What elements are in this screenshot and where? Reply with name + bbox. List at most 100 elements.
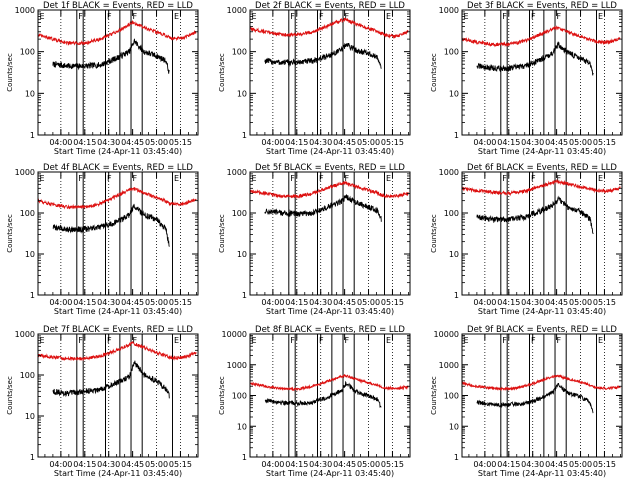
x-tick-label: 04:45 [545, 138, 568, 147]
x-tick-label: 05:15 [593, 460, 616, 469]
x-tick-label: 04:00 [261, 138, 284, 147]
band-label: F [502, 12, 507, 21]
band-label: E [464, 174, 469, 183]
lld-series-line [37, 20, 197, 46]
x-tick-label: 04:45 [333, 298, 356, 307]
x-tick-label: 04:15 [497, 138, 520, 147]
x-tick-label: 04:45 [121, 138, 144, 147]
x-tick-label: 04:00 [473, 138, 496, 147]
x-tick-label: 05:00 [145, 460, 168, 469]
x-tick-label: 04:45 [545, 298, 568, 307]
events-series-line [476, 195, 594, 235]
y-tick-label: 10000 [222, 330, 247, 339]
lld-series-line [249, 17, 409, 40]
x-tick-label: 04:30 [309, 298, 332, 307]
band-label: F [290, 174, 295, 183]
chart-title: Det 9f BLACK = Events, RED = LLD [467, 325, 617, 335]
band-label: E [464, 336, 469, 345]
x-tick-label: 05:15 [169, 298, 192, 307]
band-label: F [290, 336, 295, 345]
band-label: E [252, 174, 257, 183]
band-label: F [557, 174, 562, 183]
x-axis-label: Start Time (24-Apr-11 03:45:40) [478, 307, 606, 316]
band-label: E [252, 12, 257, 21]
x-tick-label: 04:30 [309, 460, 332, 469]
chart-title: Det 4f BLACK = Events, RED = LLD [43, 163, 193, 173]
band-label: F [319, 12, 324, 21]
band-label: E [174, 336, 179, 345]
y-tick-label: 10 [237, 422, 247, 431]
y-tick-label: 1000 [227, 168, 247, 177]
y-tick-label: 1 [242, 131, 247, 140]
lld-series-line [249, 180, 409, 200]
band-label: F [107, 12, 112, 21]
chart-title: Det 5f BLACK = Events, RED = LLD [255, 163, 405, 173]
events-series-line [264, 380, 382, 408]
lld-series-line [461, 178, 621, 197]
lld-series-line [249, 374, 409, 392]
x-tick-label: 04:00 [473, 460, 496, 469]
x-tick-label: 04:30 [521, 460, 544, 469]
band-label: E [598, 336, 603, 345]
band-label: E [40, 174, 45, 183]
plot-frame [461, 333, 623, 458]
band-label: F [531, 336, 536, 345]
x-tick-label: 04:45 [545, 460, 568, 469]
y-tick-label: 1 [454, 453, 459, 462]
y-tick-label: 1 [242, 453, 247, 462]
chart-title: Det 1f BLACK = Events, RED = LLD [43, 1, 193, 11]
band-label: E [40, 12, 45, 21]
x-tick-label: 04:15 [73, 460, 96, 469]
y-tick-label: 1 [30, 291, 35, 300]
x-tick-label: 05:00 [569, 298, 592, 307]
band-label: F [133, 174, 138, 183]
x-tick-label: 04:30 [521, 298, 544, 307]
x-tick-label: 05:15 [169, 138, 192, 147]
y-tick-label: 1000 [15, 330, 35, 339]
y-tick-label: 1000 [439, 361, 459, 370]
lld-series-line [461, 25, 621, 48]
chart-title: Det 3f BLACK = Events, RED = LLD [467, 1, 617, 11]
x-tick-label: 04:30 [521, 138, 544, 147]
x-tick-label: 04:00 [473, 298, 496, 307]
x-tick-label: 04:15 [497, 460, 520, 469]
x-tick-label: 05:00 [357, 298, 380, 307]
x-tick-label: 05:15 [169, 460, 192, 469]
plot-frame [461, 9, 623, 136]
x-tick-label: 04:15 [285, 138, 308, 147]
x-axis-label: Start Time (24-Apr-11 03:45:40) [266, 307, 394, 316]
x-tick-label: 05:00 [569, 138, 592, 147]
x-tick-label: 04:30 [309, 138, 332, 147]
band-label: F [107, 174, 112, 183]
x-axis-label: Start Time (24-Apr-11 03:45:40) [54, 147, 182, 156]
x-axis-label: Start Time (24-Apr-11 03:45:40) [266, 469, 394, 478]
chart-title: Det 6f BLACK = Events, RED = LLD [467, 163, 617, 173]
band-label: E [598, 12, 603, 21]
x-tick-label: 05:15 [381, 298, 404, 307]
y-tick-label: 1000 [15, 168, 35, 177]
band-label: F [107, 336, 112, 345]
y-axis-label: Counts/sec [218, 214, 226, 253]
y-axis-label: Counts/sec [218, 53, 226, 92]
y-tick-label: 10 [449, 250, 459, 259]
y-axis-label: Counts/sec [430, 376, 438, 415]
band-label: F [345, 12, 350, 21]
x-tick-label: 05:00 [145, 138, 168, 147]
lld-series-line [37, 186, 197, 210]
y-axis-label: Counts/sec [218, 376, 226, 415]
y-tick-label: 1 [454, 291, 459, 300]
y-axis-label: Counts/sec [6, 376, 14, 415]
x-tick-label: 04:00 [49, 460, 72, 469]
x-tick-label: 05:15 [593, 138, 616, 147]
y-tick-label: 100 [444, 209, 459, 218]
y-tick-label: 1000 [439, 168, 459, 177]
chart-title: Det 2f BLACK = Events, RED = LLD [255, 1, 405, 11]
plot-frame [37, 333, 199, 458]
y-tick-label: 10 [237, 250, 247, 259]
x-tick-label: 04:45 [333, 460, 356, 469]
y-tick-label: 100 [444, 392, 459, 401]
x-tick-label: 04:30 [97, 460, 120, 469]
band-label: E [174, 174, 179, 183]
